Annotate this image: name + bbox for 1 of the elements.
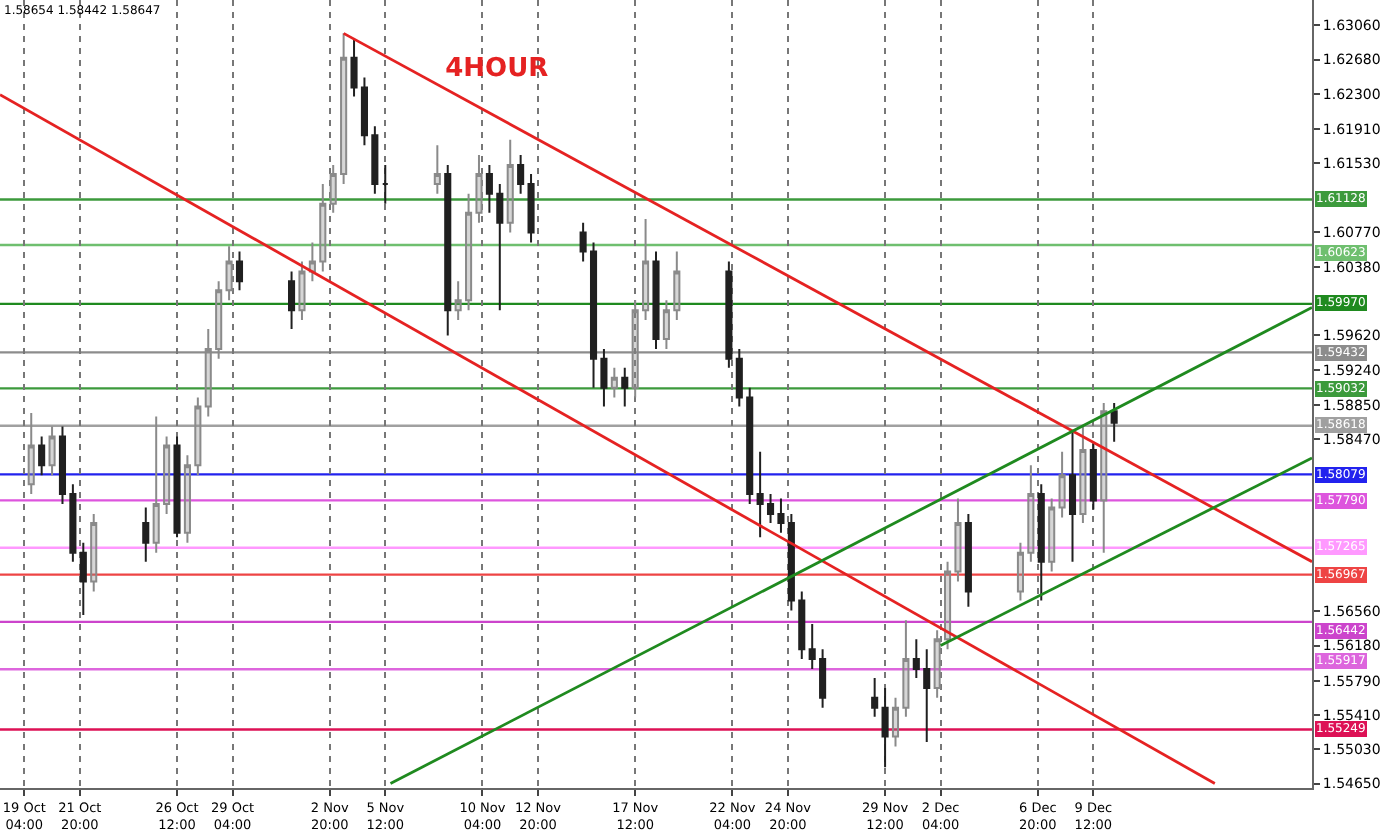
text: 4HOUR [445, 54, 549, 85]
